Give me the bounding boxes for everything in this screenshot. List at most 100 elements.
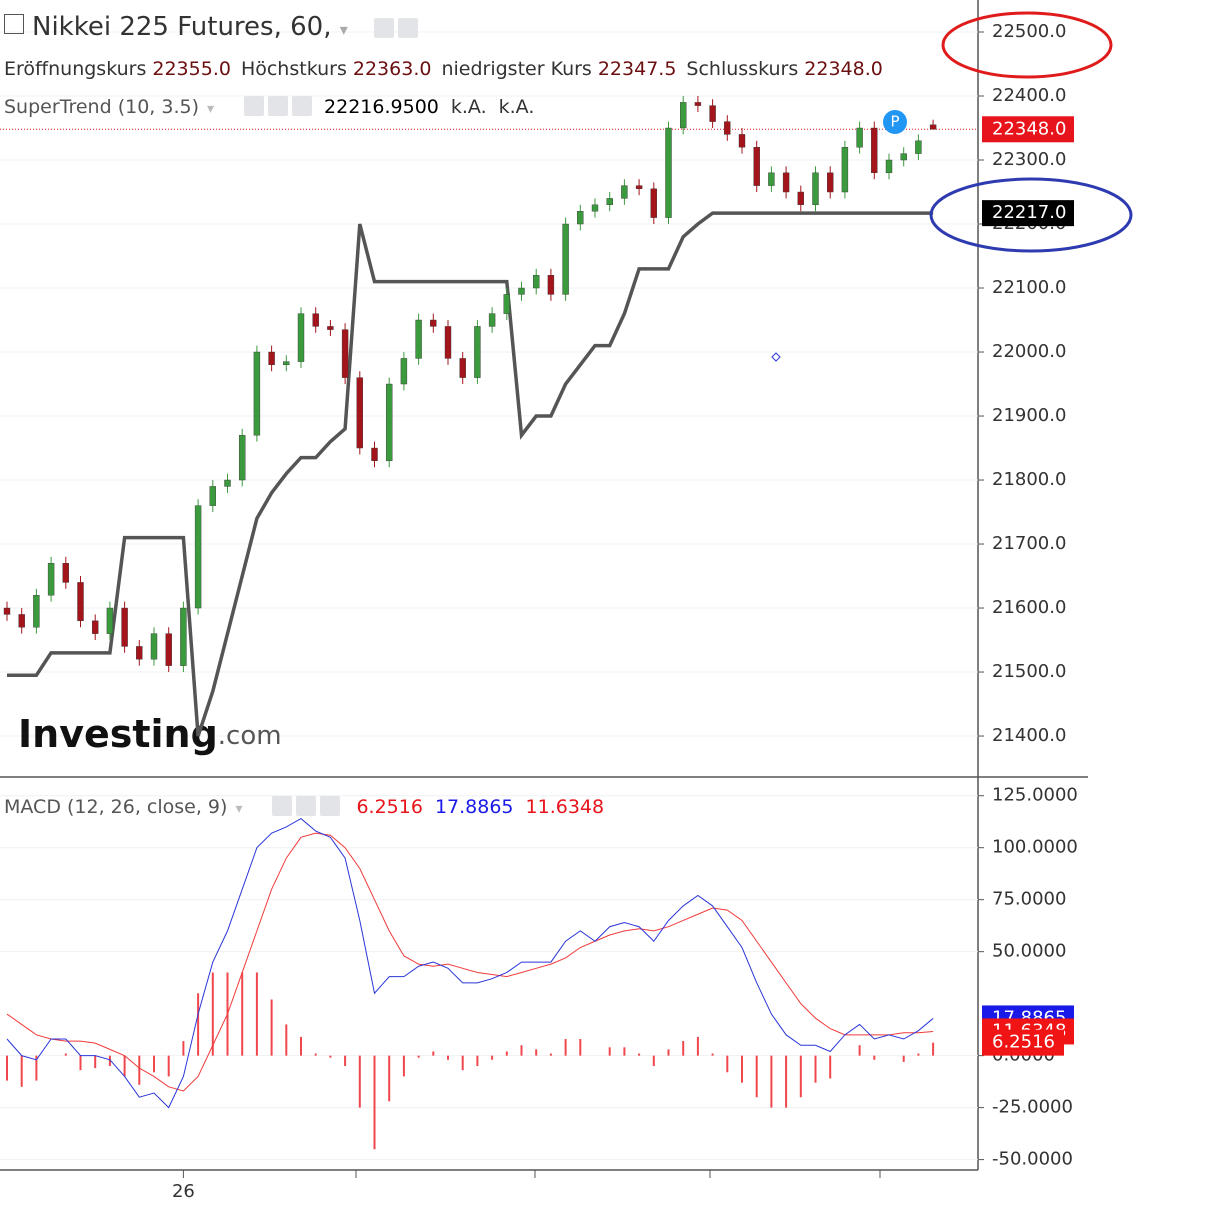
histogram-bar [123, 1055, 126, 1077]
legend-value: 22216.9500 [324, 96, 439, 118]
candle-body [327, 326, 334, 330]
histogram-bar [182, 1041, 185, 1056]
y-tick-label: 50.0000 [992, 941, 1066, 962]
legend-icon[interactable] [244, 96, 265, 116]
candle-body [444, 326, 452, 359]
candle-body [503, 294, 510, 314]
histogram-bar [285, 1024, 288, 1056]
y-tick-label: -25.0000 [992, 1097, 1073, 1118]
y-tick-label: 100.0000 [992, 837, 1078, 858]
histogram-bar [799, 1055, 802, 1098]
ohlc-value: 22348.0 [804, 58, 883, 80]
ohlc-legend: Eröffnungskurs 22355.0 Höchstkurs 22363.0 ni… [4, 58, 893, 80]
legend-icon[interactable] [268, 96, 289, 116]
menu-arrow[interactable]: ▾ [339, 20, 348, 39]
candle-body [224, 479, 231, 487]
candle-body [753, 147, 760, 186]
histogram-bar [79, 1055, 82, 1071]
candle-body [665, 127, 672, 218]
histogram-bar [579, 1039, 582, 1056]
menu-arrow[interactable]: ▾ [207, 101, 215, 117]
histogram-bar [358, 1055, 361, 1108]
settings-icon[interactable] [398, 18, 419, 38]
candle-body [268, 351, 275, 366]
candle-body [562, 223, 569, 295]
histogram-bar [785, 1055, 788, 1108]
histogram-bar [549, 1053, 552, 1056]
candle-body [929, 124, 937, 130]
candle-body [533, 275, 540, 289]
legend-value: 6.2516 [356, 796, 423, 818]
histogram-bar [608, 1047, 611, 1056]
menu-arrow[interactable]: ▾ [235, 801, 243, 817]
signal-line [6, 832, 934, 1092]
histogram-bar [814, 1055, 817, 1083]
histogram-bar [623, 1047, 626, 1056]
histogram-bar [770, 1055, 773, 1108]
legend-icon[interactable] [272, 796, 293, 816]
candle-body [459, 358, 466, 378]
candle-body [900, 153, 907, 161]
legend-icon[interactable] [296, 796, 317, 816]
legend-icon[interactable] [292, 96, 313, 116]
candle-body [621, 185, 628, 199]
candle-body [415, 319, 422, 359]
histogram-bar [300, 1036, 302, 1056]
candle-body [518, 287, 525, 295]
candle-body [209, 486, 217, 506]
candle-body [577, 211, 584, 225]
y-tick-label: -50.0000 [992, 1149, 1073, 1170]
histogram-bar [858, 1045, 861, 1056]
histogram-bar [932, 1042, 935, 1056]
histogram-bar [211, 972, 214, 1056]
histogram-bar [167, 1055, 170, 1077]
ohlc-label: Höchstkurs [240, 58, 347, 80]
histogram-bar [873, 1055, 876, 1060]
candle-body [150, 633, 158, 660]
histogram-bar [153, 1055, 155, 1073]
candle-body [180, 607, 187, 666]
y-tick-label: 22400.0 [992, 85, 1066, 106]
histogram-bar [402, 1055, 405, 1077]
candle-body [371, 447, 378, 462]
y-tick-label: 21900.0 [992, 405, 1066, 426]
histogram-bar [476, 1055, 479, 1067]
ohlc-value: 22363.0 [352, 58, 432, 80]
candle-body [253, 351, 261, 436]
time-ticks [355, 1170, 881, 1178]
collapse-icon[interactable] [4, 14, 24, 34]
histogram-bar [241, 972, 244, 1056]
histogram-bar [520, 1045, 523, 1056]
candle-body [386, 383, 393, 462]
candle-body [606, 198, 613, 206]
candle-body [680, 102, 687, 129]
candle-body [136, 646, 143, 660]
candle-body [238, 435, 246, 481]
candle-body [488, 313, 496, 327]
y-tick-label: 21500.0 [992, 661, 1066, 682]
ohlc-value: 22355.0 [152, 58, 231, 80]
histogram-bar [6, 1055, 8, 1081]
histogram-bar [35, 1055, 38, 1081]
candle-body [341, 329, 349, 378]
candle-body [547, 275, 555, 295]
blue-annotation [929, 177, 1133, 253]
histogram-bar [461, 1055, 464, 1071]
histogram-bar [344, 1055, 347, 1067]
candle-body [797, 191, 804, 206]
legend-value: k.A. [450, 96, 487, 118]
histogram-bar [711, 1053, 714, 1056]
histogram-bar [917, 1053, 920, 1056]
candle-body [77, 582, 84, 622]
candle-body [915, 140, 922, 154]
price-badge-label: 22348.0 [992, 118, 1066, 139]
histogram-bar [535, 1049, 538, 1056]
candle-body [297, 313, 305, 362]
y-tick-label: 22500.0 [992, 21, 1066, 42]
candle-body [91, 620, 99, 634]
histogram-bar [491, 1055, 494, 1060]
legend-icon[interactable] [320, 796, 341, 816]
candle-body [106, 607, 114, 634]
eye-icon[interactable] [374, 18, 395, 38]
